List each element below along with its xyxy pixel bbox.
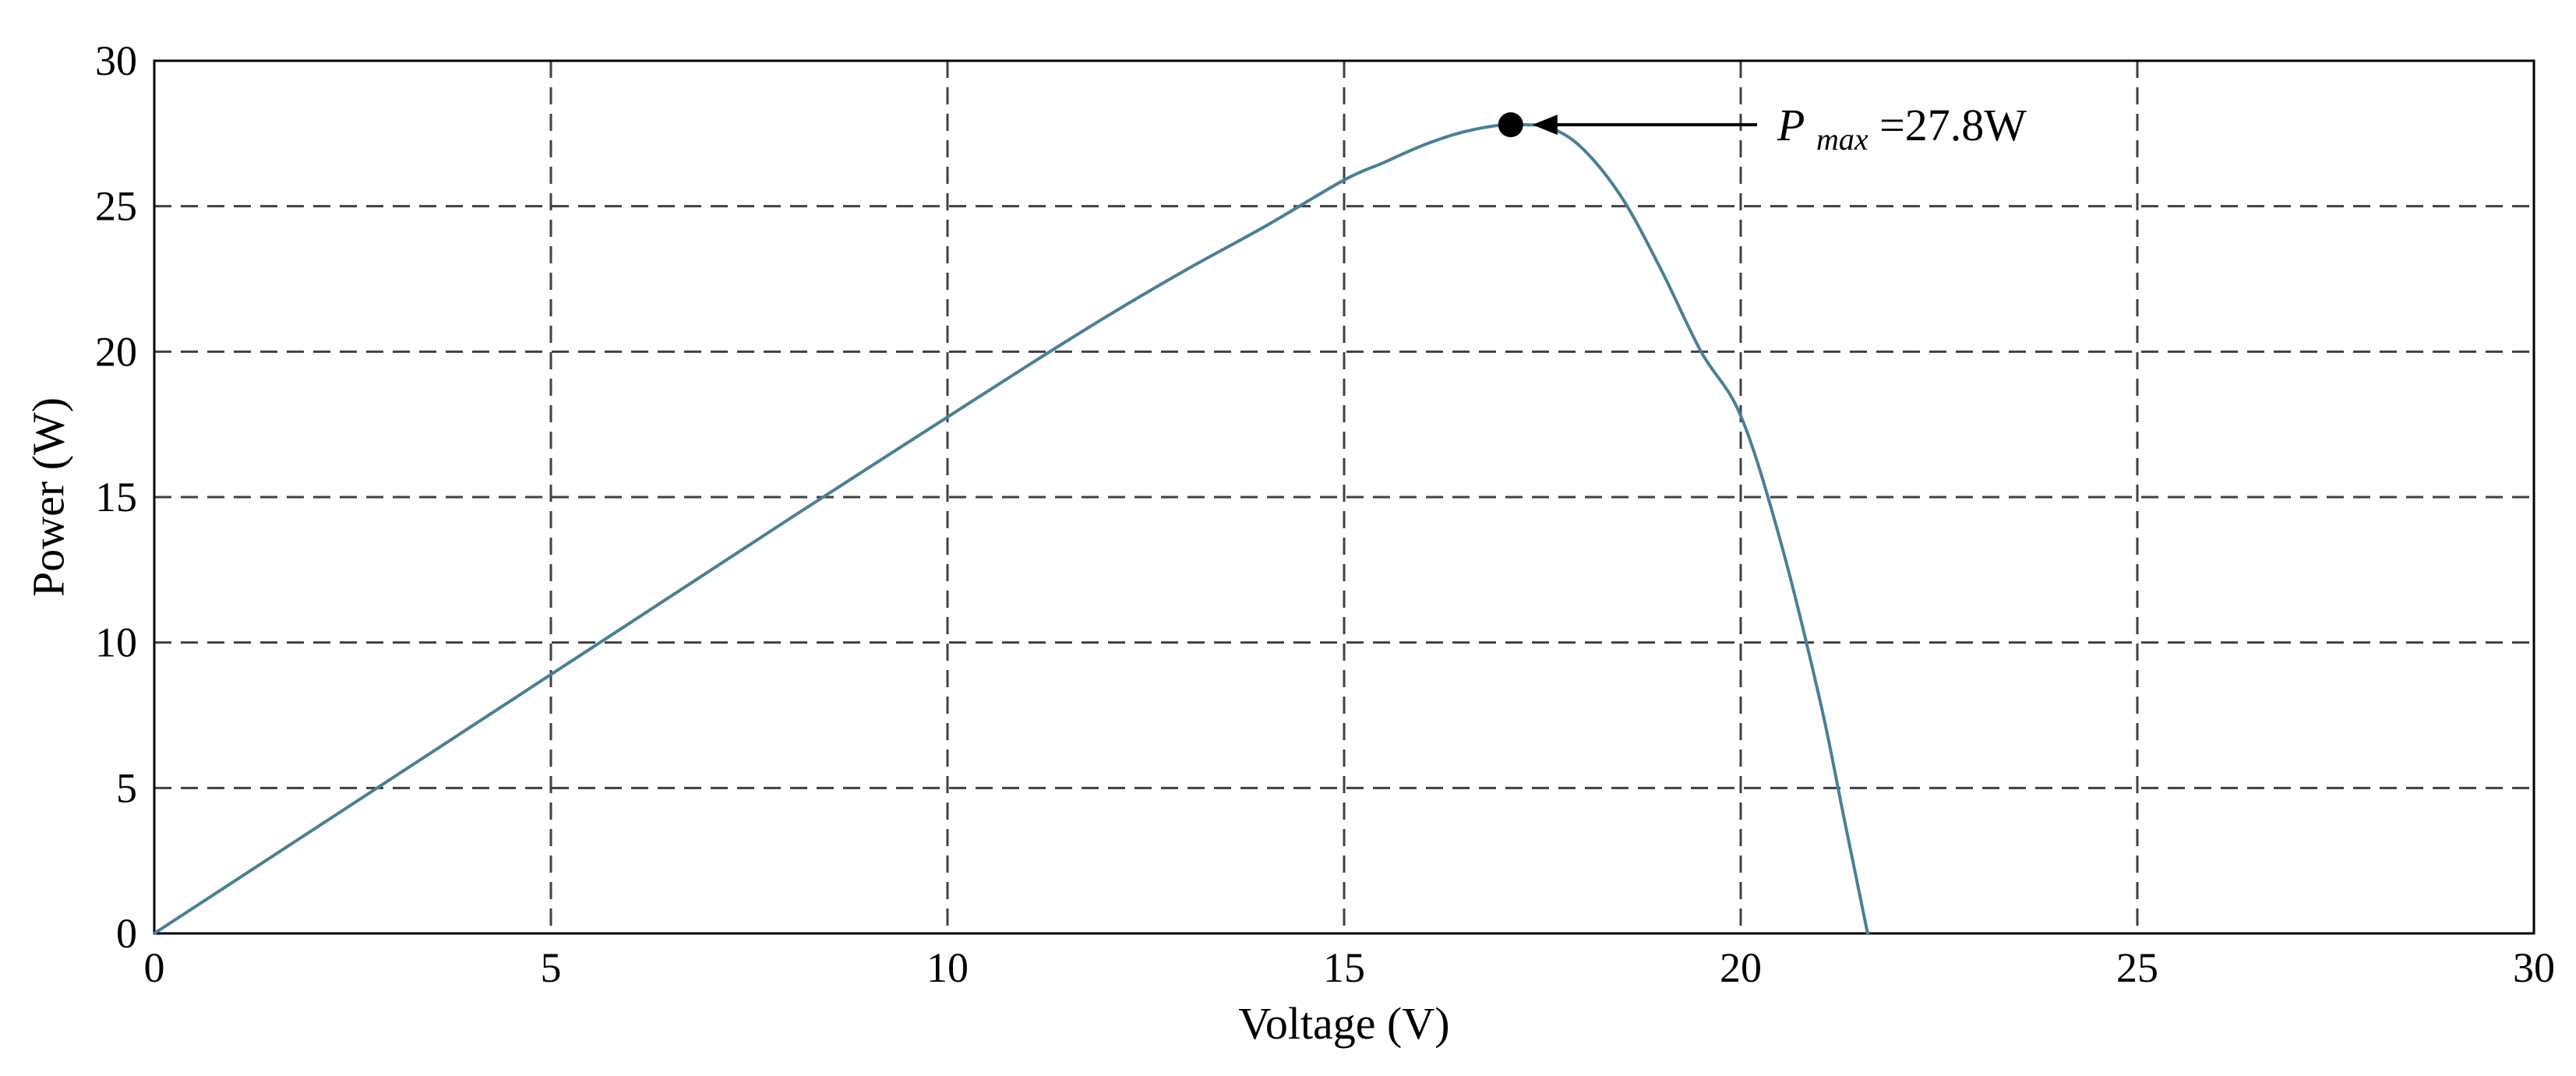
max-power-point (1498, 112, 1523, 138)
y-tick-label: 25 (95, 183, 137, 230)
x-tick-label: 5 (541, 944, 562, 991)
series-layer (153, 122, 1869, 935)
y-tick-label: 10 (95, 619, 137, 666)
power-curve-series-0 (153, 122, 1869, 935)
y-tick-label: 5 (116, 764, 137, 811)
annotation-arrow-head (1532, 115, 1558, 136)
plot-frame (153, 59, 2535, 935)
x-tick-label: 10 (926, 944, 969, 991)
annotation-value: =27.8W (1879, 100, 2027, 150)
y-tick-labels: 0 5 10 15 20 25 30 (95, 37, 137, 957)
max-power-annotation: P max =27.8W (1777, 100, 2027, 160)
grid-lines (154, 61, 2534, 933)
y-tick-label: 30 (95, 37, 137, 84)
x-tick-label: 15 (1323, 944, 1365, 991)
y-axis-label: Power (W) (23, 397, 73, 597)
y-tick-label: 15 (95, 474, 137, 520)
y-tick-label: 20 (95, 328, 137, 375)
y-tick-label: 0 (116, 910, 137, 957)
x-tick-label: 30 (2513, 944, 2555, 991)
x-tick-label: 20 (1720, 944, 1762, 991)
annotation-symbol: P (1777, 100, 1805, 150)
x-axis-label: Voltage (V) (1238, 998, 1449, 1049)
x-tick-label: 0 (144, 944, 165, 991)
annotation-subscript: max (1816, 122, 1868, 157)
x-tick-label: 25 (2116, 944, 2158, 991)
x-tick-labels: 0 5 10 15 20 25 30 (144, 944, 2556, 991)
